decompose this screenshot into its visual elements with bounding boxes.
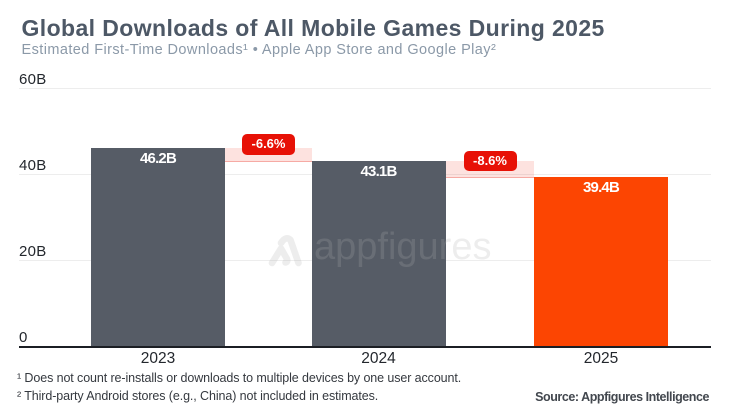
svg-text:appfigures: appfigures: [314, 226, 491, 268]
